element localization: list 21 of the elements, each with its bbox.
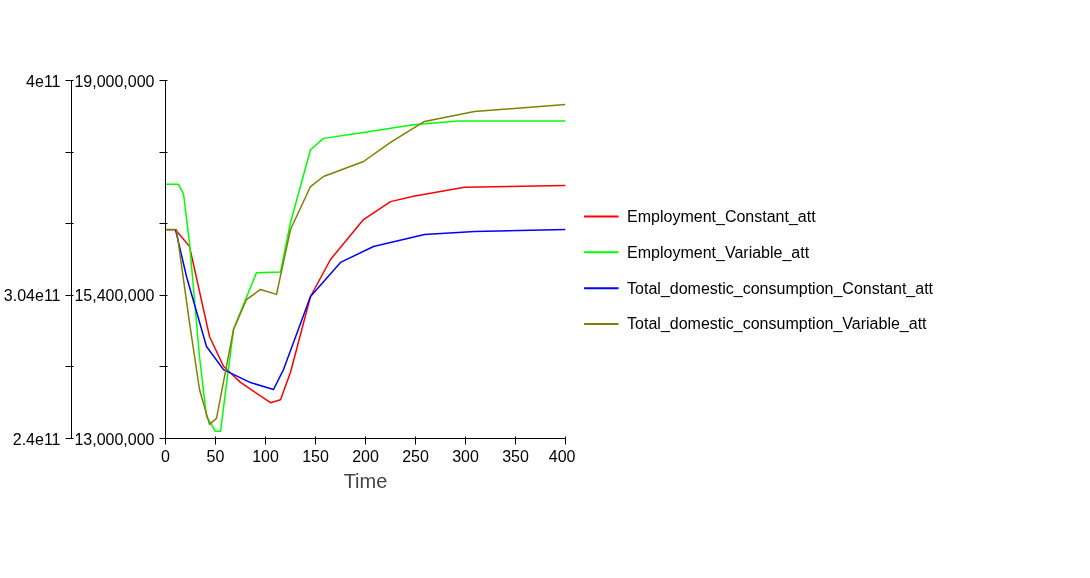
- y2-tick-label: 4e11: [26, 72, 61, 90]
- legend-label: Employment_Constant_att: [627, 208, 817, 227]
- y2-tick-label: 2.4e11: [12, 430, 61, 448]
- x-tick-label: 50: [206, 447, 225, 465]
- x-tick-label: 350: [502, 447, 529, 465]
- y-tick-label: 19,000,000: [74, 72, 155, 90]
- x-tick-label: 300: [452, 447, 479, 465]
- y2-tick-label: 3.04e11: [3, 287, 61, 305]
- legend-label: Total_domestic_consumption_Constant_att: [627, 279, 934, 298]
- x-tick-label: 100: [252, 447, 279, 465]
- y-tick-label: 13,000,000: [74, 430, 155, 448]
- line-series: [174, 228, 566, 391]
- x-tick-label: 250: [402, 447, 429, 465]
- x-tick-label: 0: [161, 447, 171, 465]
- y-tick-label: 15,400,000: [74, 287, 155, 305]
- x-tick-label: 200: [352, 447, 379, 465]
- legend-label: Total_domestic_consumption_Variable_att: [627, 315, 928, 334]
- x-tick-label: 400: [548, 447, 576, 465]
- x-tick-label: 150: [302, 447, 329, 465]
- x-axis-title: Time: [343, 469, 388, 492]
- legend-label: Employment_Variable_att: [627, 243, 810, 262]
